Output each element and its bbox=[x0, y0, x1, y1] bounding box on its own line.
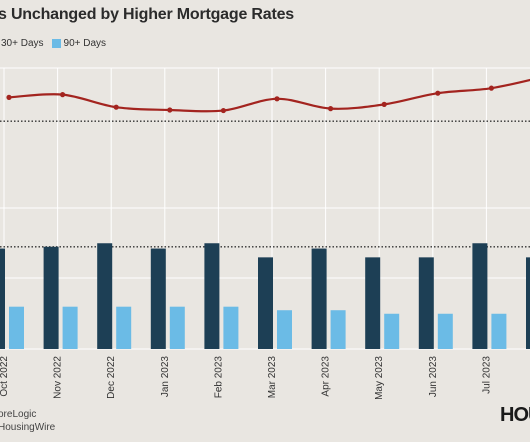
x-tick-label-9: Jul 2023 bbox=[481, 356, 492, 394]
bar-90-days-2 bbox=[116, 306, 132, 349]
x-tick-label-5: Mar 2023 bbox=[267, 356, 278, 399]
x-tick-label-3: Jan 2023 bbox=[160, 356, 171, 398]
legend: 30+ Days 90+ Days bbox=[0, 38, 106, 49]
bar-30-days-6 bbox=[311, 248, 327, 349]
x-tick-labels: Oct 2022 Nov 2022 Dec 2022 Jan 2023 Feb 2023… bbox=[0, 356, 492, 400]
bar-30-days-1 bbox=[43, 246, 59, 349]
line-series-group bbox=[6, 78, 530, 114]
line-point-0 bbox=[6, 94, 12, 100]
bar-30-days-10 bbox=[526, 257, 530, 349]
line-point-6 bbox=[328, 106, 334, 112]
bar-30-days-0 bbox=[0, 248, 5, 349]
source-text: oreLogic HousingWire bbox=[0, 408, 55, 434]
x-tick-label-1: Nov 2022 bbox=[53, 356, 64, 399]
line-point-5 bbox=[274, 96, 280, 102]
x-tick-label-7: May 2023 bbox=[374, 356, 385, 400]
bar-30-days-7 bbox=[365, 257, 381, 349]
x-tick-label-8: Jun 2023 bbox=[428, 356, 439, 398]
bar-30-days-3 bbox=[150, 248, 166, 349]
x-tick-label-6: Apr 2023 bbox=[321, 356, 332, 397]
x-tick-label-2: Dec 2022 bbox=[106, 356, 117, 399]
bar-30-days-5 bbox=[258, 257, 273, 349]
reference-lines bbox=[0, 120, 530, 248]
line-point-2 bbox=[113, 104, 119, 110]
line-point-9 bbox=[488, 85, 494, 91]
x-tick-label-0: Oct 2022 bbox=[0, 356, 10, 397]
line-point-7 bbox=[381, 101, 387, 107]
bar-90-days-9 bbox=[491, 313, 507, 349]
bar-90-days-6 bbox=[330, 310, 346, 349]
bar-90-days-0 bbox=[9, 306, 24, 349]
bar-90-days-7 bbox=[384, 313, 400, 349]
line-point-4 bbox=[220, 107, 226, 114]
bar-30-days-8 bbox=[418, 257, 434, 349]
bar-90-days-5 bbox=[277, 310, 292, 349]
chart-title: s Unchanged by Higher Mortgage Rates bbox=[0, 6, 294, 23]
bar-90-days-4 bbox=[223, 306, 239, 349]
brand-logo: HOU bbox=[500, 404, 530, 426]
bar-30-days-2 bbox=[97, 243, 113, 349]
bar-90-days-3 bbox=[169, 306, 185, 349]
source-line-1: oreLogic bbox=[0, 409, 37, 420]
legend-label-30-days: 30+ Days bbox=[1, 38, 44, 49]
bars-group bbox=[0, 243, 530, 349]
line-point-8 bbox=[435, 90, 441, 96]
bar-30-days-4 bbox=[204, 243, 220, 349]
x-tick-label-4: Feb 2023 bbox=[213, 356, 224, 399]
line-point-1 bbox=[60, 92, 66, 98]
legend-swatch-90-days bbox=[51, 39, 61, 48]
legend-item-90-days: 90+ Days bbox=[51, 38, 107, 49]
bar-90-days-1 bbox=[62, 306, 78, 349]
legend-item-30-days: 30+ Days bbox=[0, 38, 44, 49]
source-line-2: HousingWire bbox=[0, 422, 56, 433]
line-point-3 bbox=[167, 107, 173, 113]
bar-30-days-9 bbox=[472, 243, 488, 349]
line-series-path bbox=[8, 78, 530, 113]
legend-label-90-days: 90+ Days bbox=[63, 38, 107, 49]
bar-90-days-8 bbox=[437, 313, 453, 349]
